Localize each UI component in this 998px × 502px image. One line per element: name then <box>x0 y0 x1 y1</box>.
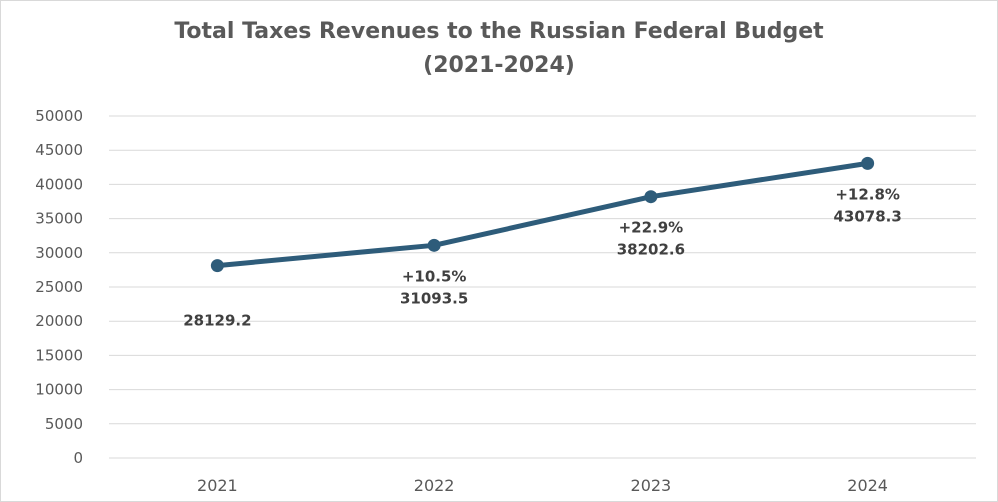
y-tick-label-25000: 25000 <box>35 278 83 296</box>
y-tick-label-10000: 10000 <box>35 381 83 399</box>
series-line-group <box>214 160 871 269</box>
y-tick-label-20000: 20000 <box>35 312 83 330</box>
y-tick-label-0: 0 <box>73 449 83 467</box>
x-axis-ticks: 2021 2022 2023 2024 <box>197 476 888 495</box>
data-point-2024 <box>861 156 875 170</box>
value-label-2022: 31093.5 <box>400 289 468 307</box>
y-tick-label-30000: 30000 <box>35 244 83 262</box>
x-tick-label-2021: 2021 <box>197 476 238 495</box>
chart-title-line-2: (2021-2024) <box>423 53 575 78</box>
x-tick-label-2022: 2022 <box>414 476 455 495</box>
y-tick-label-50000: 50000 <box>35 107 83 125</box>
data-point-2021 <box>210 259 224 273</box>
data-point-2022 <box>427 238 441 252</box>
x-tick-label-2024: 2024 <box>847 476 888 495</box>
y-tick-label-5000: 5000 <box>45 415 83 433</box>
data-labels: 28129.2 +10.5% 31093.5 +22.9% 38202.6 +12.8% 4… <box>183 185 902 329</box>
series-line <box>214 160 871 269</box>
y-tick-label-15000: 15000 <box>35 346 83 364</box>
y-axis-ticks: 0 5000 10000 15000 20000 25000 30000 35000 40000… <box>35 107 83 467</box>
y-tick-label-40000: 40000 <box>35 175 83 193</box>
y-tick-label-45000: 45000 <box>35 141 83 159</box>
value-label-2024: 43078.3 <box>833 207 901 225</box>
growth-label-2024: +12.8% <box>835 185 900 203</box>
data-points <box>210 156 875 273</box>
y-tick-label-35000: 35000 <box>35 210 83 228</box>
value-label-2023: 38202.6 <box>617 241 685 259</box>
value-label-2021: 28129.2 <box>183 312 251 330</box>
chart-title-line-1: Total Taxes Revenues to the Russian Fede… <box>174 19 824 44</box>
growth-label-2023: +22.9% <box>619 219 684 237</box>
growth-label-2022: +10.5% <box>402 267 467 285</box>
x-tick-label-2023: 2023 <box>631 476 672 495</box>
chart-title: Total Taxes Revenues to the Russian Fede… <box>1 15 997 83</box>
data-point-2023 <box>644 190 658 204</box>
